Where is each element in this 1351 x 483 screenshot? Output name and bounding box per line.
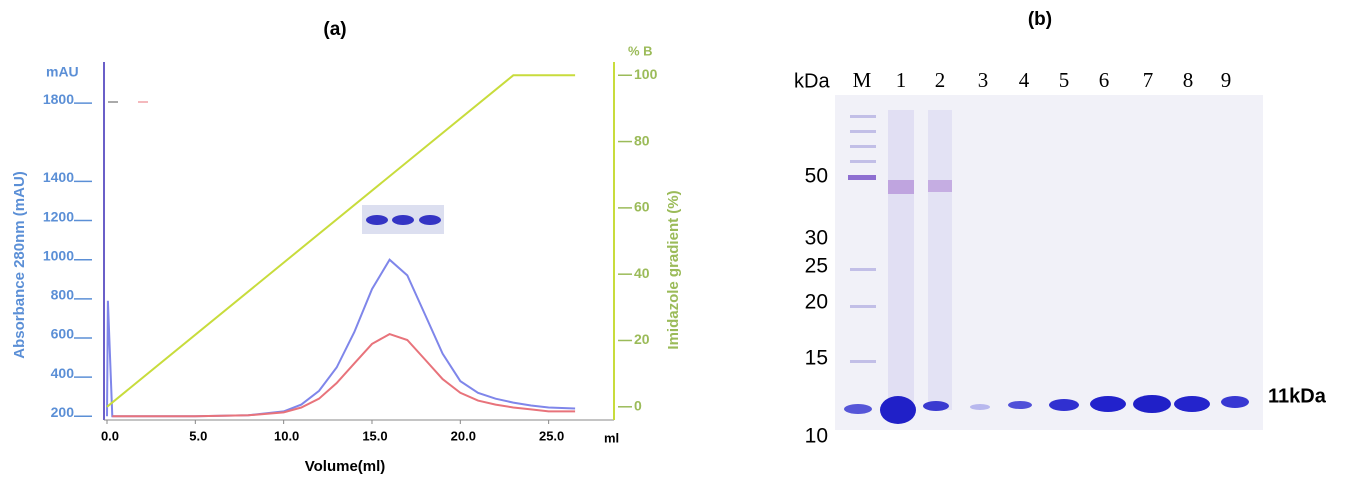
y2-tick-label: 20 bbox=[634, 331, 650, 347]
lane-label: 4 bbox=[1019, 68, 1030, 92]
series-line bbox=[106, 258, 576, 418]
marker-label: 15 bbox=[805, 347, 828, 370]
y-tick-label: 1800 bbox=[43, 91, 74, 107]
y2-tick-label: 0 bbox=[634, 397, 642, 413]
band-label: 11kDa bbox=[1268, 385, 1327, 407]
y-tick-label: 200 bbox=[51, 404, 75, 420]
y2-axis-label: Imidazole gradient (%) bbox=[665, 190, 682, 349]
y2-unit: % B bbox=[628, 43, 653, 58]
marker-label: 30 bbox=[805, 227, 828, 250]
lane-label: 8 bbox=[1183, 68, 1194, 92]
marker-label: 25 bbox=[805, 255, 828, 278]
y-tick-label: 600 bbox=[51, 326, 75, 342]
x-tick-label: 15.0 bbox=[362, 428, 387, 443]
x-unit: ml bbox=[604, 430, 619, 445]
y-tick-label: 800 bbox=[51, 287, 75, 303]
x-tick-label: 5.0 bbox=[189, 428, 207, 443]
gel-unit: kDa bbox=[794, 70, 830, 92]
series-line bbox=[112, 333, 576, 418]
marker-label: 50 bbox=[805, 165, 828, 188]
y2-tick-label: 80 bbox=[634, 132, 650, 148]
marker-label: 10 bbox=[805, 425, 828, 448]
y-axis-label: Absorbance 280nm (mAU) bbox=[11, 171, 28, 359]
y2-tick-label: 100 bbox=[634, 66, 658, 82]
lane-label: 1 bbox=[896, 68, 907, 92]
lane-label: 9 bbox=[1221, 68, 1232, 92]
y2-tick-label: 40 bbox=[634, 265, 650, 281]
gel-title: (b) bbox=[1028, 9, 1052, 30]
lane-label: 7 bbox=[1143, 68, 1154, 92]
x-tick-label: 20.0 bbox=[451, 428, 476, 443]
y-tick-label: 1400 bbox=[43, 169, 74, 185]
chart-title: (a) bbox=[323, 19, 346, 40]
lane-label: 3 bbox=[978, 68, 989, 92]
y-tick-label: 1000 bbox=[43, 247, 74, 263]
marker-label: 20 bbox=[805, 291, 828, 314]
series-line bbox=[106, 74, 576, 408]
lane-label: 2 bbox=[935, 68, 946, 92]
y2-tick-label: 60 bbox=[634, 199, 650, 215]
lane-label: 5 bbox=[1059, 68, 1070, 92]
gel-image bbox=[835, 95, 1263, 430]
y-unit: mAU bbox=[46, 64, 79, 80]
lane-label: M bbox=[853, 68, 872, 92]
x-tick-label: 0.0 bbox=[101, 428, 119, 443]
y-tick-label: 1200 bbox=[43, 208, 74, 224]
y-tick-label: 400 bbox=[51, 365, 75, 381]
x-tick-label: 10.0 bbox=[274, 428, 299, 443]
inset-gel bbox=[362, 205, 444, 234]
x-axis-label: Volume(ml) bbox=[305, 458, 386, 475]
x-tick-label: 25.0 bbox=[539, 428, 564, 443]
lane-label: 6 bbox=[1099, 68, 1110, 92]
